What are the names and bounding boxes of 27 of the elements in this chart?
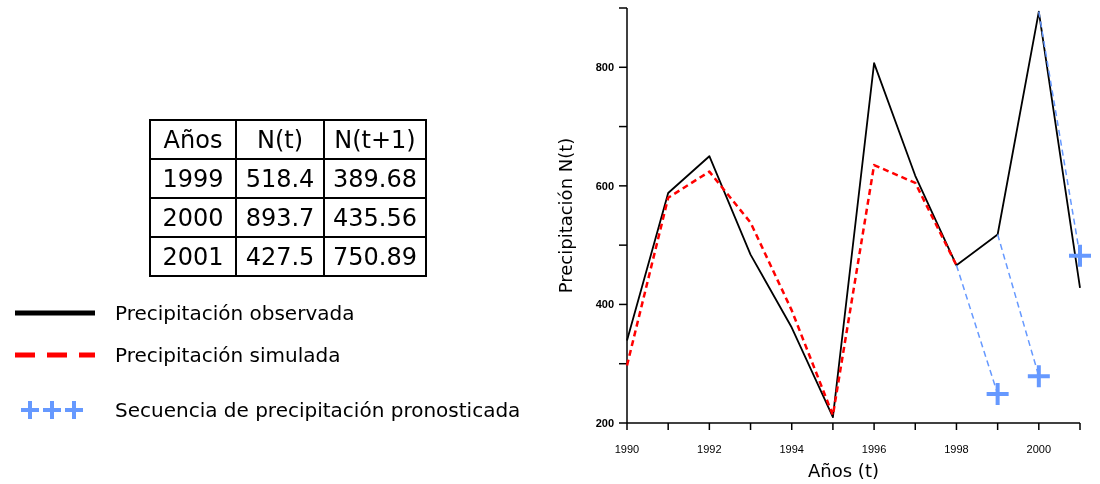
x-tick-label: 1990 [614,443,640,455]
category-label: 2001 [162,242,224,271]
legend-label: Precipitación observada [115,301,355,325]
legend-label: Secuencia de precipitación pronosticada [115,398,521,422]
data-label: 893.7 [245,203,315,232]
data-label: 389.68 [333,164,417,193]
x-tick-label: 1992 [697,443,722,455]
x-tick-label: 2000 [1026,443,1052,455]
y-axis-title: Precipitación N(t) [555,137,576,294]
data-label: 518.4 [245,164,315,193]
x-tick-label: 1996 [861,443,887,455]
x-axis-title: Años (t) [808,460,879,481]
x-tick-label: 1994 [779,443,804,455]
data-label: 427.5 [245,242,315,271]
category-label: 2000 [162,203,224,232]
y-tick-label: 600 [595,179,614,192]
y-tick-label: 400 [595,298,614,311]
y-tick-label: 800 [595,61,614,74]
legend-label: Precipitación simulada [115,343,341,367]
text: Años [163,125,223,154]
legend-label: N(t+1) [334,125,416,154]
y-tick-label: 200 [595,417,614,429]
data-label: 435.56 [333,203,417,232]
x-tick-label: 1998 [944,443,969,455]
legend-label: N(t) [256,125,304,154]
category-label: 1999 [162,164,224,193]
data-label: 750.89 [333,242,417,271]
